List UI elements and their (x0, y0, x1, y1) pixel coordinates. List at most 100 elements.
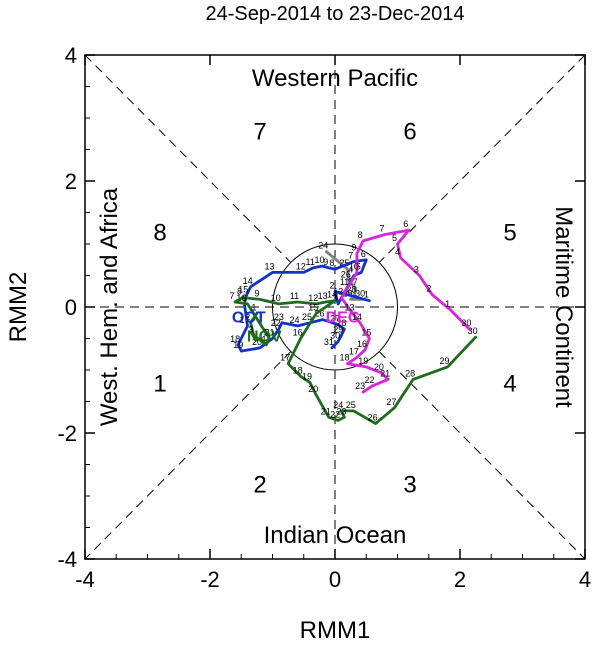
day-label: 23 (336, 406, 346, 416)
day-label: 17 (280, 353, 290, 363)
day-label: 18 (293, 365, 303, 375)
day-label: 11 (290, 291, 299, 301)
day-label: 11 (340, 277, 349, 287)
day-label: 2 (426, 283, 431, 293)
day-label: 2 (245, 312, 250, 322)
x-tick-label: 4 (579, 567, 591, 592)
day-label: 29 (333, 324, 343, 334)
y-axis-label: RMM2 (5, 272, 32, 343)
day-label: 28 (405, 368, 415, 378)
day-label: 30 (330, 331, 340, 341)
day-label: 22 (364, 375, 374, 385)
day-label: 14 (352, 312, 362, 322)
day-label: 6 (242, 293, 247, 303)
day-label: 24 (318, 241, 328, 251)
day-label: 5 (392, 233, 397, 243)
day-label: 30 (461, 318, 471, 328)
day-label: 21 (321, 406, 331, 416)
day-label: 1 (445, 299, 450, 309)
day-label: 12 (296, 261, 306, 271)
day-label: 19 (358, 356, 368, 366)
day-label: 30 (468, 326, 478, 336)
day-label: 7 (379, 224, 384, 234)
diagonal-guide (84, 351, 292, 560)
phase-label-5: 5 (503, 219, 516, 246)
diagonal-guide (378, 351, 586, 560)
x-axis-label: RMM1 (300, 617, 371, 640)
day-label: 1 (364, 290, 369, 300)
y-tick-label: -4 (57, 547, 77, 572)
day-label: 13 (318, 291, 328, 301)
x-tick-label: 2 (454, 567, 466, 592)
day-label: 8 (237, 287, 242, 297)
day-label: 9 (351, 242, 356, 252)
trajectory-nov (233, 296, 478, 426)
day-label: 23 (355, 381, 365, 391)
day-label: 18 (230, 334, 240, 344)
day-label: 21 (380, 368, 390, 378)
phase-label-3: 3 (403, 471, 416, 498)
day-label: 7 (229, 291, 234, 301)
day-label: 3 (248, 324, 253, 334)
month-labels: OCT NOV DEC (232, 309, 360, 345)
day-label: 4 (348, 265, 353, 275)
day-label: 12 (308, 293, 318, 303)
day-label: 1 (251, 302, 256, 312)
day-label: 19 (302, 372, 312, 382)
day-label: 26 (341, 270, 351, 280)
day-label: 12 (333, 287, 343, 297)
month-label-oct: OCT (232, 309, 266, 326)
day-label: 6 (361, 249, 366, 259)
phase-label-1: 1 (153, 371, 166, 398)
day-label: 20 (308, 384, 318, 394)
day-label: 5 (264, 328, 269, 338)
y-tick-label: 0 (65, 295, 77, 320)
day-label: 22 (271, 318, 281, 328)
y-tick-label: -2 (57, 421, 77, 446)
day-label: 10 (314, 255, 324, 265)
day-label: 9 (323, 257, 328, 267)
diagonal-guide (378, 54, 586, 263)
day-label: 26 (314, 309, 324, 319)
y-tick-label: 2 (65, 169, 77, 194)
unit-circle (272, 243, 398, 371)
trajectory-sep (324, 250, 365, 301)
day-label: 27 (386, 397, 396, 407)
day-label: 14 (243, 276, 253, 286)
day-label: 24 (333, 400, 343, 410)
day-label: 8 (329, 258, 334, 268)
day-label: 25 (339, 258, 349, 268)
day-label: 28 (346, 285, 356, 295)
chart-title: 24-Sep-2014 to 23-Dec-2014 (205, 3, 464, 25)
month-label-nov: NOV (247, 328, 282, 345)
day-label: 13 (344, 302, 354, 312)
day-label: 22 (330, 409, 340, 419)
day-label: 4 (261, 334, 266, 344)
day-label: 17 (349, 346, 359, 356)
day-label: 10 (271, 293, 281, 303)
x-tick-label: 0 (329, 567, 341, 592)
day-label: 13 (264, 261, 274, 271)
phase-label-8: 8 (153, 219, 166, 246)
day-label: 21 (264, 328, 274, 338)
day-label: 3 (414, 265, 419, 275)
day-label: 3 (333, 293, 338, 303)
day-label: 25 (302, 312, 312, 322)
region-indian-ocean: Indian Ocean (264, 522, 407, 549)
day-label: 28 (336, 318, 346, 328)
phase-guides (84, 54, 586, 560)
day-label: 7 (348, 251, 353, 261)
x-tick-label: -4 (75, 567, 95, 592)
region-west-hem-africa: West. Hem. and Africa (96, 187, 123, 426)
day-label: 10 (349, 261, 359, 271)
day-label: 31 (324, 337, 334, 347)
day-label: 19 (233, 340, 243, 350)
day-label: 16 (357, 339, 367, 349)
day-label: 25 (346, 400, 356, 410)
day-label: 30 (355, 288, 365, 298)
